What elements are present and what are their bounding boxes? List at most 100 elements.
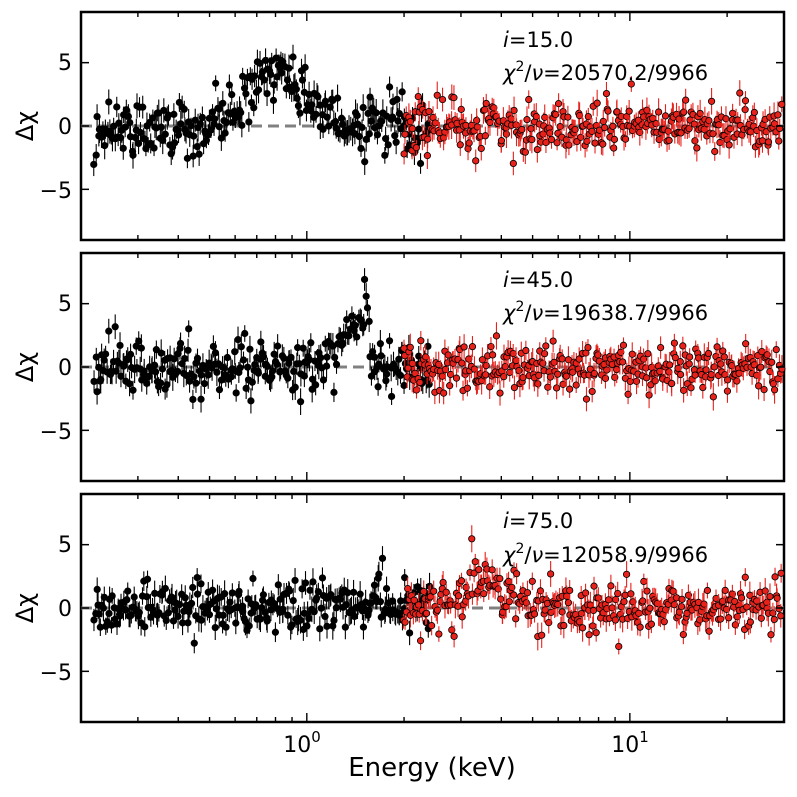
data-point — [632, 377, 641, 385]
chi-square-annotation: χ2/ν=12058.9/9966 — [502, 541, 708, 567]
data-point — [351, 321, 359, 330]
data-point — [721, 586, 729, 595]
data-point — [416, 378, 424, 387]
data-point — [558, 608, 566, 616]
data-point — [212, 79, 220, 87]
data-point — [176, 339, 185, 348]
y-tick-label: −5 — [40, 420, 72, 445]
data-point — [676, 370, 685, 379]
data-point — [636, 623, 644, 631]
data-point — [642, 374, 651, 382]
y-tick-label: −5 — [40, 661, 72, 686]
data-point — [425, 582, 434, 590]
data-point — [116, 612, 124, 620]
data-point — [477, 144, 485, 153]
data-point — [259, 591, 268, 599]
data-point — [260, 76, 268, 84]
data-point — [323, 113, 331, 121]
data-point — [442, 588, 450, 596]
data-point — [372, 109, 380, 117]
data-point — [589, 606, 598, 615]
data-point — [417, 337, 425, 345]
series-soft-band — [90, 268, 433, 415]
data-point — [523, 589, 532, 597]
data-point — [742, 340, 750, 348]
data-point — [401, 130, 409, 138]
data-point — [408, 359, 416, 367]
data-point — [693, 144, 701, 152]
data-point — [365, 317, 373, 326]
data-point — [534, 380, 542, 388]
data-point — [475, 565, 483, 574]
data-point — [227, 373, 235, 381]
data-point — [601, 123, 609, 132]
data-point — [668, 379, 676, 388]
data-point — [497, 137, 506, 145]
data-point — [624, 390, 632, 398]
data-point — [415, 352, 423, 360]
data-point — [424, 342, 432, 350]
data-point — [486, 383, 494, 391]
data-point — [480, 106, 489, 114]
data-point — [152, 346, 160, 354]
data-point — [385, 337, 394, 345]
data-point — [664, 127, 672, 135]
data-point — [774, 111, 782, 119]
data-point — [361, 158, 369, 166]
data-point — [472, 157, 480, 165]
data-point — [239, 356, 248, 364]
data-point — [187, 599, 196, 608]
data-point — [431, 119, 439, 127]
data-point — [588, 127, 596, 135]
data-point — [657, 344, 665, 352]
data-point — [553, 139, 561, 147]
data-point — [395, 355, 403, 363]
data-point — [480, 590, 488, 598]
data-point — [105, 327, 113, 335]
data-point — [97, 375, 105, 384]
data-point — [433, 91, 441, 99]
data-point — [321, 97, 330, 105]
data-point — [217, 134, 225, 142]
data-point — [704, 349, 713, 358]
data-point — [709, 393, 717, 401]
data-point — [401, 574, 409, 582]
data-point — [504, 577, 513, 585]
data-point — [444, 351, 452, 359]
data-point — [636, 128, 644, 136]
data-point — [168, 593, 176, 601]
data-point — [92, 151, 100, 159]
data-point — [775, 137, 783, 145]
data-point — [269, 96, 278, 104]
data-point — [359, 103, 367, 112]
data-point — [699, 383, 707, 392]
data-point — [492, 332, 501, 340]
data-point — [279, 605, 287, 613]
data-point — [583, 137, 591, 145]
data-point — [696, 109, 704, 118]
y-tick-label: 0 — [58, 115, 72, 140]
data-point — [289, 53, 297, 61]
data-point — [607, 582, 615, 590]
data-point — [521, 148, 529, 156]
data-point — [317, 604, 325, 612]
data-point — [251, 72, 259, 80]
data-point — [221, 129, 229, 137]
data-point — [592, 629, 600, 637]
data-point — [100, 356, 108, 364]
data-point — [707, 370, 715, 379]
data-point — [566, 586, 574, 595]
data-point — [105, 609, 113, 618]
data-point — [628, 350, 636, 358]
tick-marks — [80, 12, 785, 240]
data-point — [344, 589, 352, 597]
data-point — [760, 386, 768, 394]
data-point — [510, 591, 518, 599]
data-point — [395, 109, 403, 118]
data-point — [316, 625, 324, 633]
data-point — [223, 353, 232, 362]
data-point — [639, 597, 647, 605]
data-point — [159, 136, 167, 145]
data-point — [623, 570, 631, 578]
data-point — [155, 609, 163, 617]
